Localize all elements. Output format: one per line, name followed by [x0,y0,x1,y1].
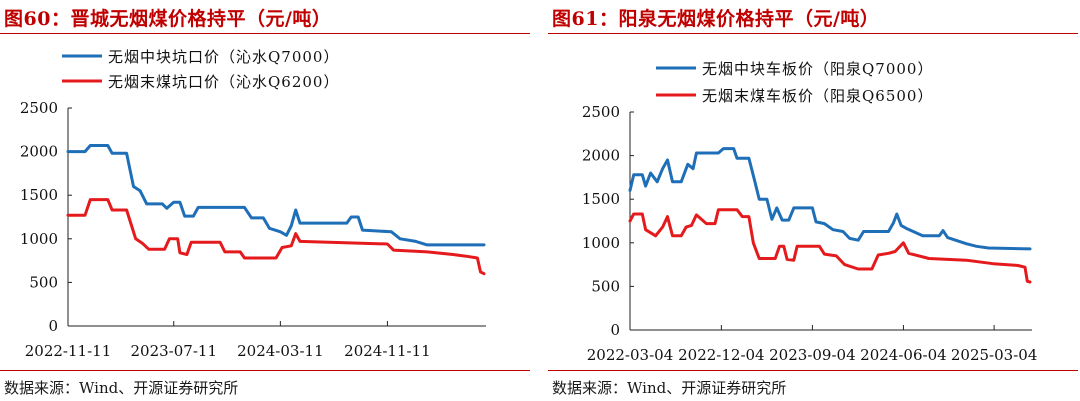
line-chart-jincheng: 0 500 1000 1500 2000 2500 2022-11-11 2023-07-11… [20,48,486,360]
series-line [66,198,486,276]
x-tick-label: 2022-11-11 [25,342,111,360]
legend-label: 无烟中块坑口价（沁水Q7000） [108,48,339,66]
source-rule [548,370,1078,371]
x-tick-label: 2023-09-04 [769,346,855,364]
title-rule [0,33,530,34]
chart-panel-jincheng: 图60：晋城无烟煤价格持平（元/吨） 0 500 1000 1500 2000 2500 2… [0,0,530,401]
y-tick-label: 1500 [20,186,58,204]
y-tick-label: 2000 [582,147,620,165]
legend-label: 无烟末煤车板价（阳泉Q6500） [702,87,933,105]
y-tick-label: 2500 [20,99,58,117]
x-tick-label: 2024-03-11 [237,342,323,360]
source-note: 数据来源：Wind、开源证券研究所 [552,379,787,397]
chart-title: 图61：阳泉无烟煤价格持平（元/吨） [552,8,880,30]
x-tick-label: 2022-12-04 [678,346,764,364]
chart-title: 图60：晋城无烟煤价格持平（元/吨） [4,8,332,30]
x-tick-label: 2024-11-11 [344,342,430,360]
y-tick-label: 0 [48,317,58,335]
y-tick-label: 0 [610,321,620,339]
chart-panel-yangquan: 图61：阳泉无烟煤价格持平（元/吨） 0 500 1000 1500 2000 2500 2… [548,0,1078,401]
series-line [66,144,486,247]
y-tick-label: 1500 [582,190,620,208]
x-tick-label: 2022-03-04 [587,346,673,364]
y-tick-label: 2000 [20,143,58,161]
source-note: 数据来源：Wind、开源证券研究所 [4,379,239,397]
y-tick-label: 1000 [582,234,620,252]
x-tick-label: 2023-07-11 [131,342,217,360]
source-rule [0,370,530,371]
legend-label: 无烟末煤坑口价（沁水Q6200） [108,73,339,91]
x-tick-label: 2025-03-04 [951,346,1037,364]
x-tick-label: 2024-06-04 [860,346,946,364]
y-tick-label: 2500 [582,103,620,121]
line-chart-yangquan: 0 500 1000 1500 2000 2500 2022-03-04 2022-12-04… [582,60,1038,364]
y-tick-label: 500 [29,273,58,291]
y-tick-label: 500 [591,277,620,295]
series-line [628,147,1032,251]
y-tick-label: 1000 [20,230,58,248]
title-rule [548,33,1078,34]
series-line [628,208,1032,284]
legend-label: 无烟中块车板价（阳泉Q7000） [702,60,933,78]
